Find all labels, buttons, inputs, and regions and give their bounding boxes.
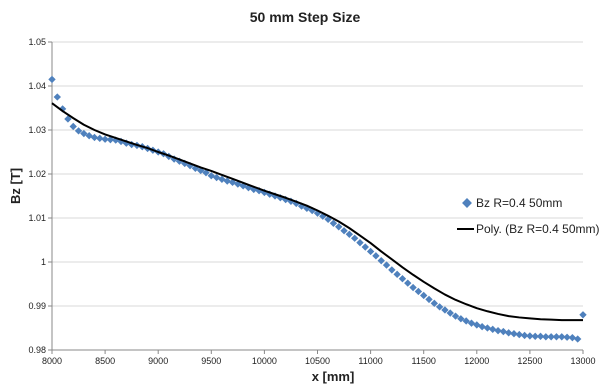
data-point <box>345 230 354 238</box>
data-point <box>340 227 348 235</box>
grid-layer <box>52 41 583 351</box>
legend-entry-line: Poly. (Bz R=0.4 50mm) <box>457 222 599 236</box>
data-point <box>404 279 412 287</box>
y-tick-label: 1.05 <box>28 37 46 47</box>
data-point <box>223 177 231 185</box>
legend-entry-markers: Bz R=0.4 50mm <box>462 196 562 210</box>
data-point <box>366 247 375 256</box>
data-point <box>96 134 104 143</box>
x-tick-label: 11500 <box>412 356 436 366</box>
data-point <box>494 326 502 335</box>
trendline <box>51 102 583 322</box>
data-point <box>425 295 433 304</box>
data-point <box>420 291 428 300</box>
x-tick-label: 10000 <box>252 356 277 366</box>
data-point <box>372 252 380 260</box>
data-point <box>504 329 513 337</box>
data-point <box>202 169 210 177</box>
x-tick-label: 8000 <box>42 356 62 366</box>
x-tick-label: 10500 <box>305 356 330 366</box>
data-point <box>441 306 449 314</box>
y-axis-title: Bz [T] <box>8 168 23 204</box>
data-point <box>329 219 338 227</box>
y-tick-label: 1.02 <box>28 169 46 179</box>
data-point <box>350 234 359 242</box>
data-point <box>478 323 486 331</box>
y-tick-label: 0.98 <box>28 345 46 355</box>
x-tick-label: 12000 <box>464 356 489 366</box>
chart-title: 50 mm Step Size <box>250 9 361 25</box>
text-layer: 50 mm Step Size x [mm] Bz [T] <box>8 9 360 384</box>
data-point <box>398 275 407 283</box>
x-tick-label: 9500 <box>201 356 221 366</box>
y-tick-label: 0.99 <box>28 301 46 311</box>
x-tick-label: 8500 <box>95 356 115 366</box>
data-point <box>356 238 364 247</box>
data-point <box>451 312 460 320</box>
data-point <box>361 243 369 251</box>
legend: Bz R=0.4 50mm Poly. (Bz R=0.4 50mm) <box>457 196 599 236</box>
x-tick-label: 9000 <box>148 356 168 366</box>
data-point <box>430 299 438 308</box>
axis-layer: 0.98 0.99 1 1.01 1.02 1.03 1.04 1.05 8000 8500 900… <box>28 37 595 366</box>
data-point <box>435 303 444 311</box>
data-point <box>388 266 396 274</box>
data-point <box>462 317 470 325</box>
y-tick-label: 1.03 <box>28 125 46 135</box>
data-point <box>106 136 115 144</box>
legend-label-line: Poly. (Bz R=0.4 50mm) <box>476 222 599 236</box>
y-tick-label: 1.01 <box>28 213 46 223</box>
data-point <box>101 135 109 143</box>
x-axis-title: x [mm] <box>312 369 355 384</box>
x-tick-label: 13000 <box>570 356 595 366</box>
data-point <box>335 223 343 231</box>
x-tick-label: 12500 <box>517 356 542 366</box>
data-point <box>74 127 83 135</box>
data-point <box>90 133 99 142</box>
data-point <box>457 315 465 323</box>
legend-label-markers: Bz R=0.4 50mm <box>476 196 562 210</box>
data-point <box>409 283 417 292</box>
data-point <box>80 129 88 138</box>
data-point <box>414 287 423 296</box>
data-point <box>483 324 492 332</box>
data-point <box>499 327 508 336</box>
x-tick-label: 11000 <box>358 356 382 366</box>
data-point <box>446 309 454 317</box>
data-point <box>393 270 401 278</box>
data-point <box>382 261 391 269</box>
data-point <box>489 325 497 333</box>
y-tick-label: 1 <box>41 257 46 267</box>
y-tick-label: 1.04 <box>28 81 46 91</box>
data-point <box>377 257 385 265</box>
